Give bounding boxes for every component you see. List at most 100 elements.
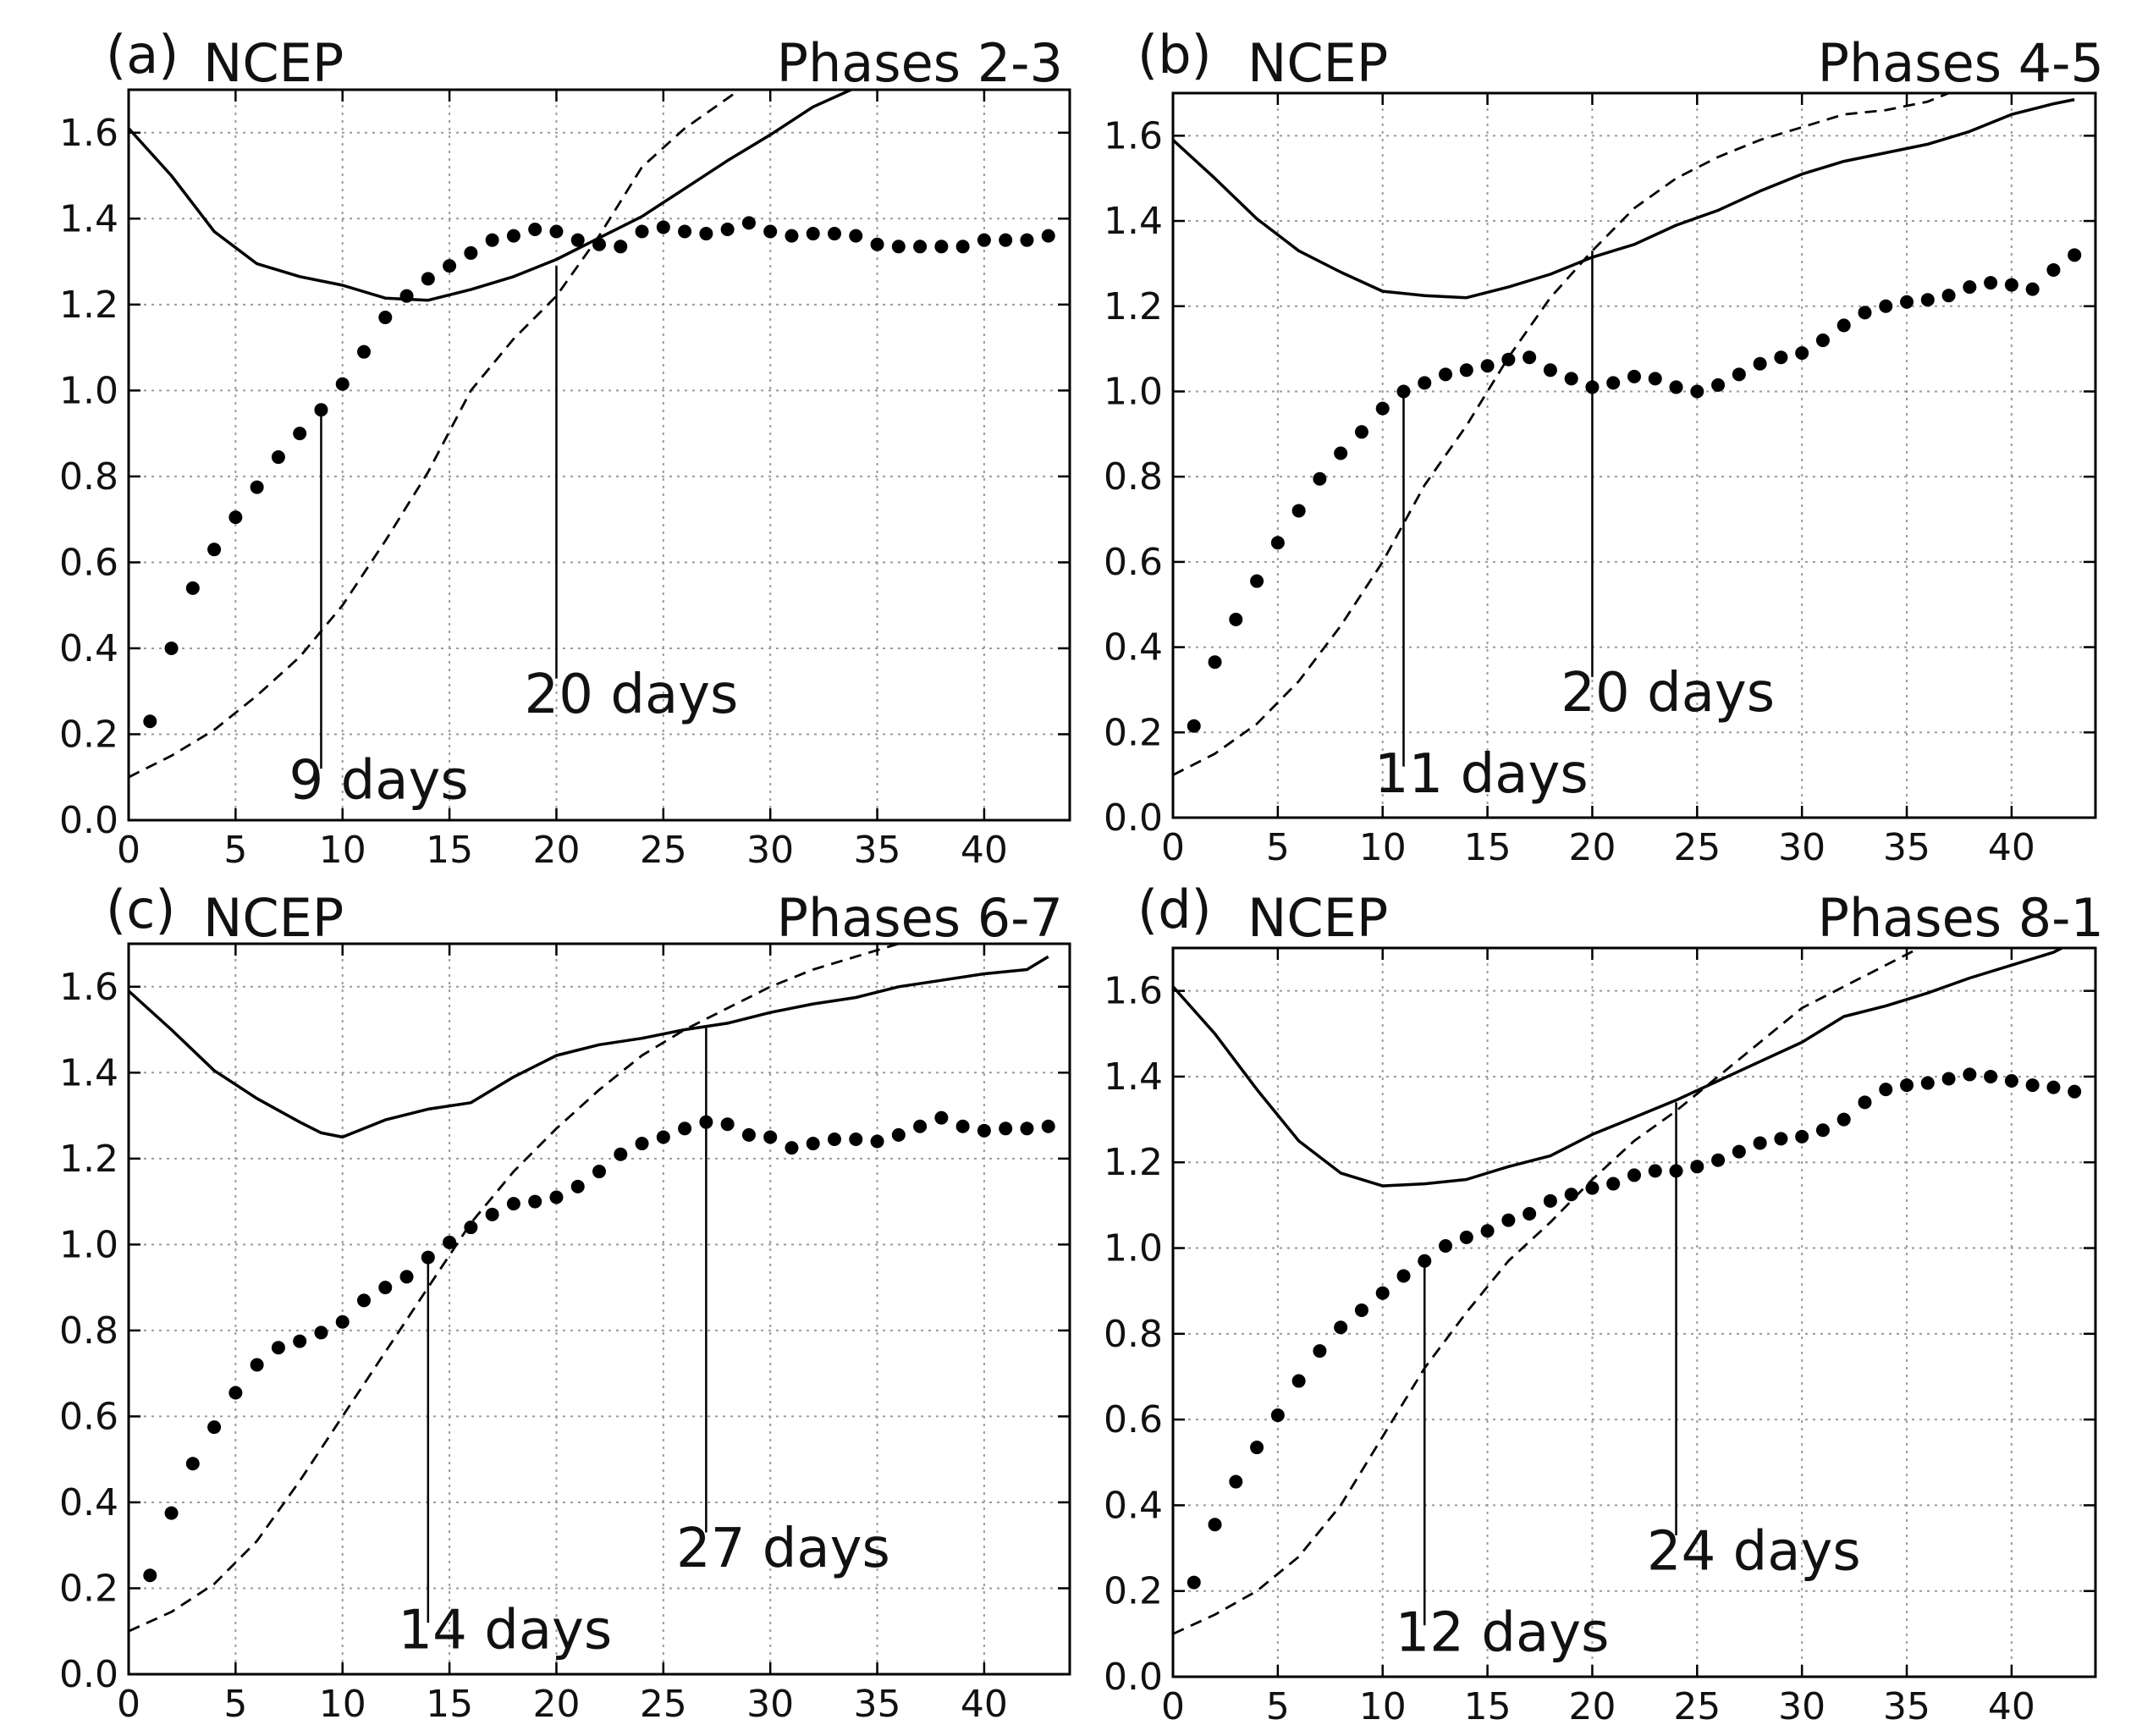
panel-b-x-tick-label: 20 <box>1568 826 1616 869</box>
panel-c-data-point <box>806 1137 820 1151</box>
panel-a-data-point <box>357 344 371 359</box>
panel-d-x-tick-label: 0 <box>1161 1685 1185 1728</box>
panel-b-data-point <box>1354 425 1368 439</box>
panel-c-y-tick-label: 1.0 <box>59 1223 118 1266</box>
panel-a-data-point <box>443 259 457 273</box>
panel-a-data-point <box>335 377 350 391</box>
panel-d-data-point <box>2025 1078 2040 1093</box>
panel-c-data-point <box>656 1130 670 1144</box>
panel-b-data-point <box>1501 352 1516 366</box>
panel-d-data-point <box>1523 1207 1537 1221</box>
panel-c-data-point <box>250 1358 264 1372</box>
panel-b-y-tick-label: 1.6 <box>1104 114 1163 157</box>
panel-c-data-point <box>913 1119 928 1133</box>
panel-c-data-point <box>570 1179 585 1193</box>
panel-d-dots-series <box>1187 1067 2082 1590</box>
panel-b-data-point <box>1669 380 1683 394</box>
panel-d-data-point <box>1313 1344 1327 1358</box>
panel-d-x-tick-label: 5 <box>1266 1685 1290 1728</box>
panel-b-marker-label: 20 days <box>1561 662 1775 725</box>
panel-b-y-tick-label: 0.6 <box>1104 541 1163 584</box>
panel-a-data-point <box>849 229 863 243</box>
panel-a-data-point <box>678 224 692 239</box>
panel-a-data-point <box>592 237 606 251</box>
panel-b-data-point <box>1984 276 1998 290</box>
panel-d-data-point <box>1963 1067 1977 1082</box>
panel-d-y-tick-label: 1.0 <box>1104 1227 1163 1270</box>
panel-b-solid-line <box>1173 97 2075 300</box>
panel-c-data-point <box>399 1270 414 1284</box>
panel-c-dataset-label: NCEP <box>203 887 344 949</box>
panel-a-data-point <box>999 233 1013 247</box>
panel-c-x-tick-label: 20 <box>532 1683 580 1726</box>
panel-b-data-point <box>1418 376 1432 390</box>
panel-a-data-point <box>741 216 756 230</box>
panel-b-data-point <box>1375 401 1390 416</box>
panel-c-y-tick-label: 0.2 <box>59 1567 118 1610</box>
panel-d-data-point <box>1250 1441 1264 1455</box>
panel-d-data-point <box>1459 1230 1473 1244</box>
panel-d-x-tick-label: 25 <box>1673 1685 1721 1728</box>
panel-b-data-point <box>1690 384 1704 399</box>
panel-c-data-point <box>229 1386 243 1400</box>
panel-d-title: Phases 8-1 <box>1818 887 2104 949</box>
panel-c-x-tick-label: 10 <box>319 1683 366 1726</box>
panel-c-data-point <box>934 1110 949 1125</box>
panel-b-y-tick-label: 0.4 <box>1104 626 1163 670</box>
panel-b-dashed-line <box>1173 93 1952 776</box>
panel-a-marker-label: 9 days <box>289 750 469 813</box>
panel-c-title: Phases 6-7 <box>777 887 1063 949</box>
panel-d-y-tick-label: 1.4 <box>1104 1055 1163 1099</box>
panel-a-frame <box>127 88 1071 822</box>
panel-a-data-point <box>699 227 713 241</box>
panel-d-data-point <box>1879 1083 1893 1097</box>
panel-d-data-point <box>1690 1160 1704 1174</box>
panel-d-data-point <box>1564 1188 1578 1202</box>
panel-c-y-tick-label: 1.2 <box>59 1138 118 1181</box>
panel-a-data-point <box>891 240 906 254</box>
panel-a-data-point <box>570 233 585 247</box>
panel-d-data-point <box>1836 1112 1851 1127</box>
panel-b-data-point <box>1753 356 1767 371</box>
panel-c-data-point <box>891 1127 906 1142</box>
panel-b-data-point <box>1774 350 1788 365</box>
panel-a-data-point <box>293 427 307 441</box>
panel-b-data-point <box>1459 363 1473 378</box>
panel-c-solid-line <box>129 955 1049 1139</box>
panel-b-data-point <box>1480 359 1495 373</box>
panel-a-ticks: 0 5 10 15 20 25 30 35 40 0.0 0.2 0.4 0.6 0.8 1.0 1.2 1.4… <box>59 90 1070 872</box>
panel-b-y-tick-label: 0.0 <box>1104 796 1163 840</box>
panel-a-data-point <box>828 227 841 241</box>
panel-d-x-tick-label: 20 <box>1568 1685 1616 1728</box>
panel-a-data-point <box>934 240 949 254</box>
panel-b-data-point <box>1250 574 1264 588</box>
panel-b-data-point <box>1815 333 1830 348</box>
panel-a-annotations: 9 days 20 days <box>289 266 739 813</box>
panel-b-data-point <box>2068 248 2082 262</box>
panel-a-marker-label: 20 days <box>525 664 739 726</box>
panel-a-data-point <box>763 224 778 239</box>
panel-c-annotations: 14 days 27 days <box>398 1025 890 1662</box>
panel-d-data-point <box>1648 1164 1662 1178</box>
panel-b-dots-series <box>1187 248 2082 733</box>
panel-b-data-point <box>1208 655 1222 670</box>
panel-c-data-point <box>614 1147 628 1161</box>
panel-a-dataset-label: NCEP <box>203 32 344 94</box>
panel-d-y-tick-label: 0.2 <box>1104 1570 1163 1613</box>
panel-d-data-point <box>2004 1074 2018 1088</box>
panel-c-data-point <box>164 1506 179 1520</box>
panel-d-data-point <box>1900 1078 1914 1093</box>
panel-b-x-tick-label: 15 <box>1464 826 1512 869</box>
panel-d-data-point <box>1920 1076 1935 1090</box>
panel-c-y-tick-label: 0.8 <box>59 1309 118 1353</box>
panel-c-data-point <box>293 1334 307 1348</box>
panel-c-y-tick-label: 0.6 <box>59 1395 118 1438</box>
panel-c-plot-area <box>129 944 1055 1633</box>
panel-b-data-point <box>1795 346 1809 361</box>
panel-a-data-point <box>143 714 157 729</box>
panel-c-y-tick-label: 1.4 <box>59 1051 118 1094</box>
panel-b-y-tick-label: 0.8 <box>1104 455 1163 499</box>
panel-b-marker-label: 11 days <box>1374 743 1589 806</box>
panel-b-x-tick-label: 40 <box>1988 826 2035 869</box>
panel-d-data-point <box>1984 1069 1998 1083</box>
